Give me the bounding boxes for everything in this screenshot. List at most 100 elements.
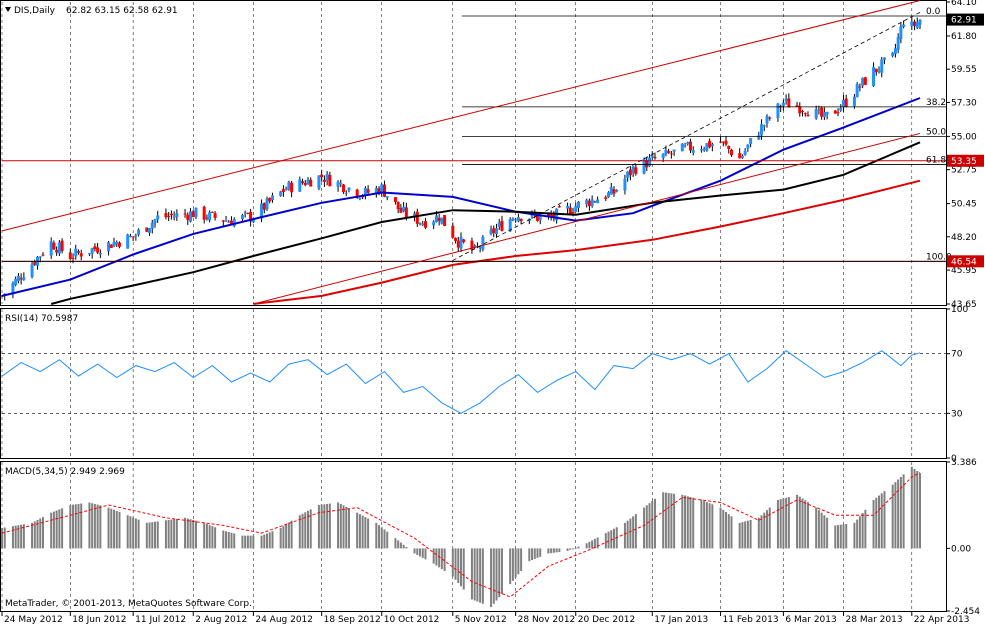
- fibonacci-level-label: 38.2: [926, 98, 946, 108]
- macd-histogram-bar: [689, 496, 692, 549]
- macd-histogram-bar: [380, 527, 383, 549]
- bull-candle: [153, 219, 157, 224]
- macd-histogram-bar: [386, 531, 389, 549]
- macd-histogram-bar: [118, 511, 121, 549]
- macd-signal-line: [1, 472, 921, 598]
- macd-histogram-bar: [320, 504, 323, 549]
- macd-histogram-bar: [533, 548, 536, 559]
- bear-candle: [470, 240, 474, 250]
- bear-candle: [281, 189, 285, 193]
- bull-candle: [227, 221, 231, 223]
- bull-candle: [134, 235, 138, 237]
- macd-histogram-bar: [184, 517, 187, 549]
- macd-histogram-bar: [260, 535, 263, 549]
- bull-candle: [14, 279, 18, 286]
- bull-candle: [22, 277, 26, 280]
- bear-candle: [355, 189, 359, 198]
- price-y-tick-label: 61.80: [951, 32, 977, 42]
- macd-histogram-bar: [741, 522, 744, 549]
- macd-histogram-bar: [20, 524, 23, 549]
- macd-histogram-bar: [555, 548, 558, 553]
- x-tick-label: 5 Nov 2012: [455, 615, 507, 625]
- rsi-panel-frame: [0, 308, 947, 459]
- bear-candle: [383, 184, 386, 197]
- macd-histogram-bar: [572, 548, 575, 550]
- macd-histogram-bar: [246, 535, 249, 549]
- x-tick-label: 20 Dec 2012: [578, 615, 636, 625]
- bull-candle: [899, 26, 903, 40]
- macd-histogram-bar: [208, 525, 211, 549]
- bull-candle: [576, 201, 580, 208]
- macd-histogram-bar: [263, 534, 266, 549]
- x-tick-label: 10 Oct 2012: [384, 615, 440, 625]
- bear-candle: [93, 246, 97, 250]
- macd-histogram-bar: [662, 492, 665, 549]
- bear-candle: [205, 217, 209, 219]
- macd-histogram-bar: [899, 476, 902, 549]
- bear-candle: [667, 151, 671, 153]
- macd-histogram-bar: [55, 510, 58, 549]
- macd-histogram-bar: [361, 515, 364, 549]
- macd-histogram-bar: [39, 518, 42, 549]
- bull-candle: [251, 219, 255, 223]
- rsi-series-layer: [1, 350, 946, 414]
- macd-histogram-bar: [858, 516, 861, 549]
- macd-histogram-bar: [820, 512, 823, 549]
- moving-average-line: [50, 141, 921, 305]
- dropdown-triangle-icon[interactable]: [5, 7, 11, 12]
- macd-histogram-bar: [806, 502, 809, 549]
- bear-candle: [79, 253, 83, 257]
- rsi-line: [1, 350, 921, 414]
- macd-histogram-bar: [222, 530, 225, 549]
- macd-histogram-bar: [383, 529, 386, 549]
- macd-histogram-bar: [664, 492, 667, 549]
- bull-candle: [781, 102, 785, 106]
- bear-candle: [303, 183, 307, 186]
- macd-histogram-bar: [189, 519, 192, 549]
- bull-candle: [478, 247, 482, 249]
- bull-candle: [915, 22, 919, 28]
- rsi-y-tick-label: 100: [951, 305, 968, 315]
- macd-histogram-bar: [107, 507, 110, 549]
- x-tick-label: 28 Mar 2013: [846, 615, 903, 625]
- bull-candle: [90, 248, 94, 254]
- bull-candle: [432, 221, 436, 226]
- bear-candle: [844, 98, 848, 107]
- macd-histogram-bar: [880, 493, 883, 549]
- macd-histogram-bar: [727, 514, 730, 549]
- bear-candle: [858, 86, 862, 88]
- macd-histogram-bar: [853, 522, 856, 549]
- macd-histogram-bar: [230, 532, 233, 549]
- macd-histogram-bar: [1, 527, 3, 549]
- macd-histogram-bar: [577, 546, 580, 549]
- bear-candle: [836, 112, 840, 114]
- bear-candle: [377, 188, 381, 195]
- bear-candle: [60, 240, 64, 252]
- bear-candle: [519, 218, 523, 222]
- bear-candle: [399, 208, 403, 213]
- price-y-tick-label: 59.55: [951, 65, 977, 75]
- macd-histogram-bar: [14, 525, 17, 549]
- bull-candle: [585, 199, 589, 205]
- bull-candle: [148, 228, 152, 233]
- macd-y-tick-label: -2.454: [951, 607, 980, 617]
- macd-histogram-bar: [99, 505, 102, 549]
- macd-histogram-bar: [667, 492, 670, 549]
- bull-candle: [98, 253, 102, 255]
- bull-candle: [896, 37, 900, 50]
- bear-candle: [320, 174, 324, 178]
- macd-histogram-bar: [744, 521, 747, 549]
- bull-candle: [473, 245, 477, 248]
- bull-candle: [590, 199, 594, 207]
- x-tick-label: 28 Nov 2012: [518, 615, 576, 625]
- macd-histogram-bar: [768, 507, 771, 549]
- bull-candle: [413, 213, 417, 218]
- macd-histogram-bar: [722, 509, 725, 549]
- bull-candle: [511, 218, 515, 221]
- bull-candle: [74, 248, 78, 257]
- bear-candle: [546, 214, 550, 217]
- bear-candle: [404, 207, 408, 217]
- macd-histogram-bar: [271, 531, 274, 549]
